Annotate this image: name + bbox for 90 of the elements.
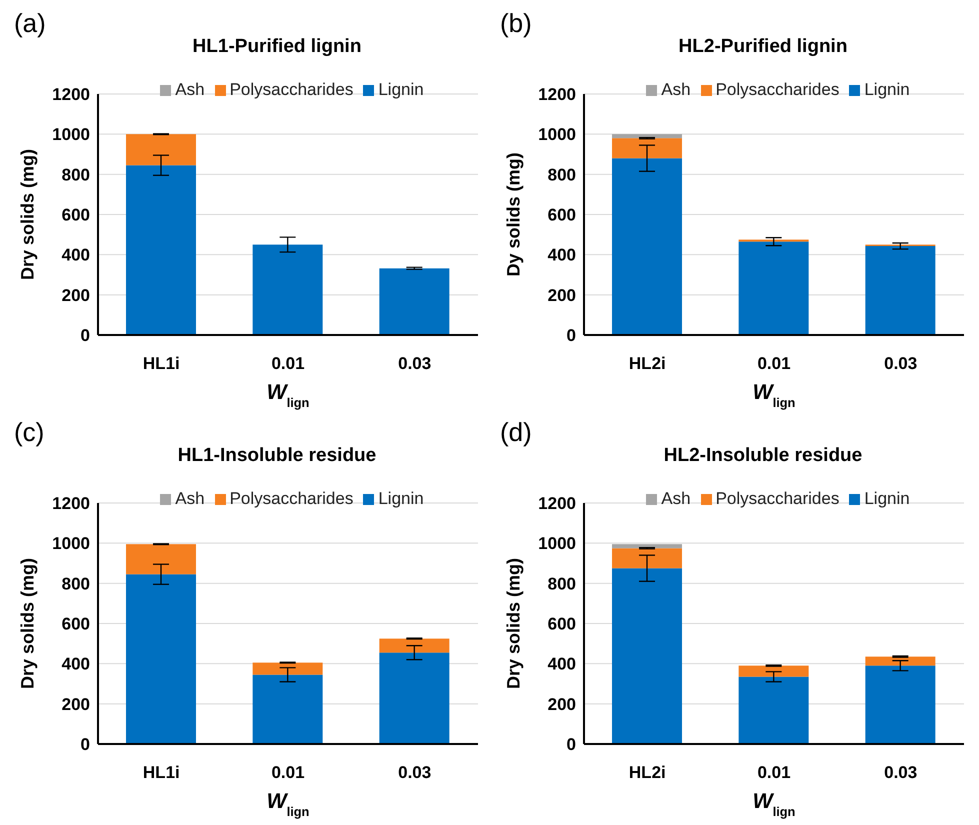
x-tick-label: HL2i <box>628 763 666 782</box>
y-axis-title: Dy solids (mg) <box>503 152 524 277</box>
y-tick-label: 600 <box>548 206 576 225</box>
x-tick-label: 0.03 <box>884 354 918 374</box>
chart-title: HL1-Purified lignin <box>192 36 362 58</box>
y-tick-label: 1200 <box>52 494 90 514</box>
bar <box>612 548 682 568</box>
legend-label: Ash <box>174 489 205 509</box>
bar <box>738 676 809 744</box>
y-tick-label: 0 <box>80 735 90 754</box>
bar <box>865 246 936 335</box>
y-tick-label: 200 <box>548 694 576 714</box>
y-axis-title: Dry solids (mg) <box>503 558 524 690</box>
y-tick-label: 1200 <box>52 85 90 104</box>
y-tick-label: 800 <box>548 574 576 594</box>
bar <box>252 244 323 335</box>
bar <box>612 568 682 744</box>
y-tick-label: 1000 <box>52 534 90 554</box>
x-tick-label: HL1i <box>142 354 180 374</box>
legend-label: Polysaccharides <box>228 489 354 509</box>
y-tick-label: 1000 <box>538 125 576 144</box>
bar <box>738 242 809 335</box>
legend-label: Polysaccharides <box>228 80 354 100</box>
legend-label: Ash <box>660 489 691 509</box>
y-tick-label: 600 <box>548 614 576 634</box>
y-axis-title: Dry solids (mg) <box>17 558 38 690</box>
legend-label: Lignin <box>377 80 424 100</box>
bar <box>379 268 450 335</box>
y-tick-label: 600 <box>62 614 90 634</box>
legend-label: Lignin <box>863 80 910 100</box>
x-tick-label: 0.01 <box>757 763 791 782</box>
legend-label: Polysaccharides <box>714 80 840 100</box>
bar <box>865 656 936 666</box>
bar <box>612 158 682 335</box>
y-tick-label: 800 <box>62 165 90 184</box>
bar <box>612 134 682 138</box>
bar <box>379 652 450 744</box>
chart-title: HL2-Purified lignin <box>678 36 848 58</box>
y-tick-label: 1000 <box>52 125 90 144</box>
y-tick-label: 0 <box>80 326 90 346</box>
bar <box>865 666 936 744</box>
legend-label: Lignin <box>377 489 424 509</box>
y-tick-label: 400 <box>62 246 90 265</box>
legend-label: Ash <box>174 80 205 100</box>
y-tick-label: 200 <box>62 286 90 305</box>
text: (d) <box>500 417 532 448</box>
bar <box>379 638 450 653</box>
x-axis-title: W$_{lign}$ <box>752 789 796 818</box>
x-axis-title: W$_{lign}$ <box>266 789 310 818</box>
bar <box>126 165 196 335</box>
x-tick-label: 0.03 <box>398 354 432 374</box>
y-tick-label: 800 <box>548 165 576 184</box>
x-tick-label: HL1i <box>142 763 180 782</box>
y-tick-label: 1000 <box>538 534 576 554</box>
y-tick-label: 1200 <box>538 494 576 514</box>
y-tick-label: 0 <box>566 326 576 346</box>
legend-label: Lignin <box>863 489 910 509</box>
chart-title: HL2-Insoluble residue <box>662 445 864 467</box>
y-tick-label: 200 <box>548 286 576 305</box>
y-tick-label: 400 <box>548 654 576 674</box>
x-tick-label: HL2i <box>628 354 666 374</box>
text: (b) <box>500 8 532 39</box>
x-tick-label: 0.01 <box>271 763 305 782</box>
x-tick-label: 0.03 <box>884 763 918 782</box>
y-tick-label: 1200 <box>538 85 576 104</box>
bar <box>252 662 323 675</box>
bar <box>252 674 323 744</box>
bar <box>126 544 196 574</box>
x-tick-label: 0.03 <box>398 763 432 782</box>
y-tick-label: 800 <box>62 574 90 594</box>
legend-label: Ash <box>660 80 691 100</box>
text: (c) <box>14 417 44 448</box>
chart-title: HL1-Insoluble residue <box>176 445 378 467</box>
y-tick-label: 0 <box>566 735 576 754</box>
x-tick-label: 0.01 <box>757 354 791 374</box>
text: (a) <box>14 8 46 39</box>
x-axis-title: W$_{lign}$ <box>752 380 796 410</box>
y-tick-label: 400 <box>548 246 576 265</box>
x-axis-title: W$_{lign}$ <box>266 380 310 410</box>
bar <box>126 574 196 744</box>
bar <box>612 138 682 158</box>
legend-label: Polysaccharides <box>714 489 840 509</box>
bar <box>738 666 809 677</box>
y-tick-label: 400 <box>62 654 90 674</box>
y-tick-label: 600 <box>62 206 90 225</box>
bar <box>612 544 682 548</box>
bar <box>126 134 196 166</box>
y-axis-title: Dry solids (mg) <box>17 148 38 280</box>
y-tick-label: 200 <box>62 694 90 714</box>
x-tick-label: 0.01 <box>271 354 305 374</box>
